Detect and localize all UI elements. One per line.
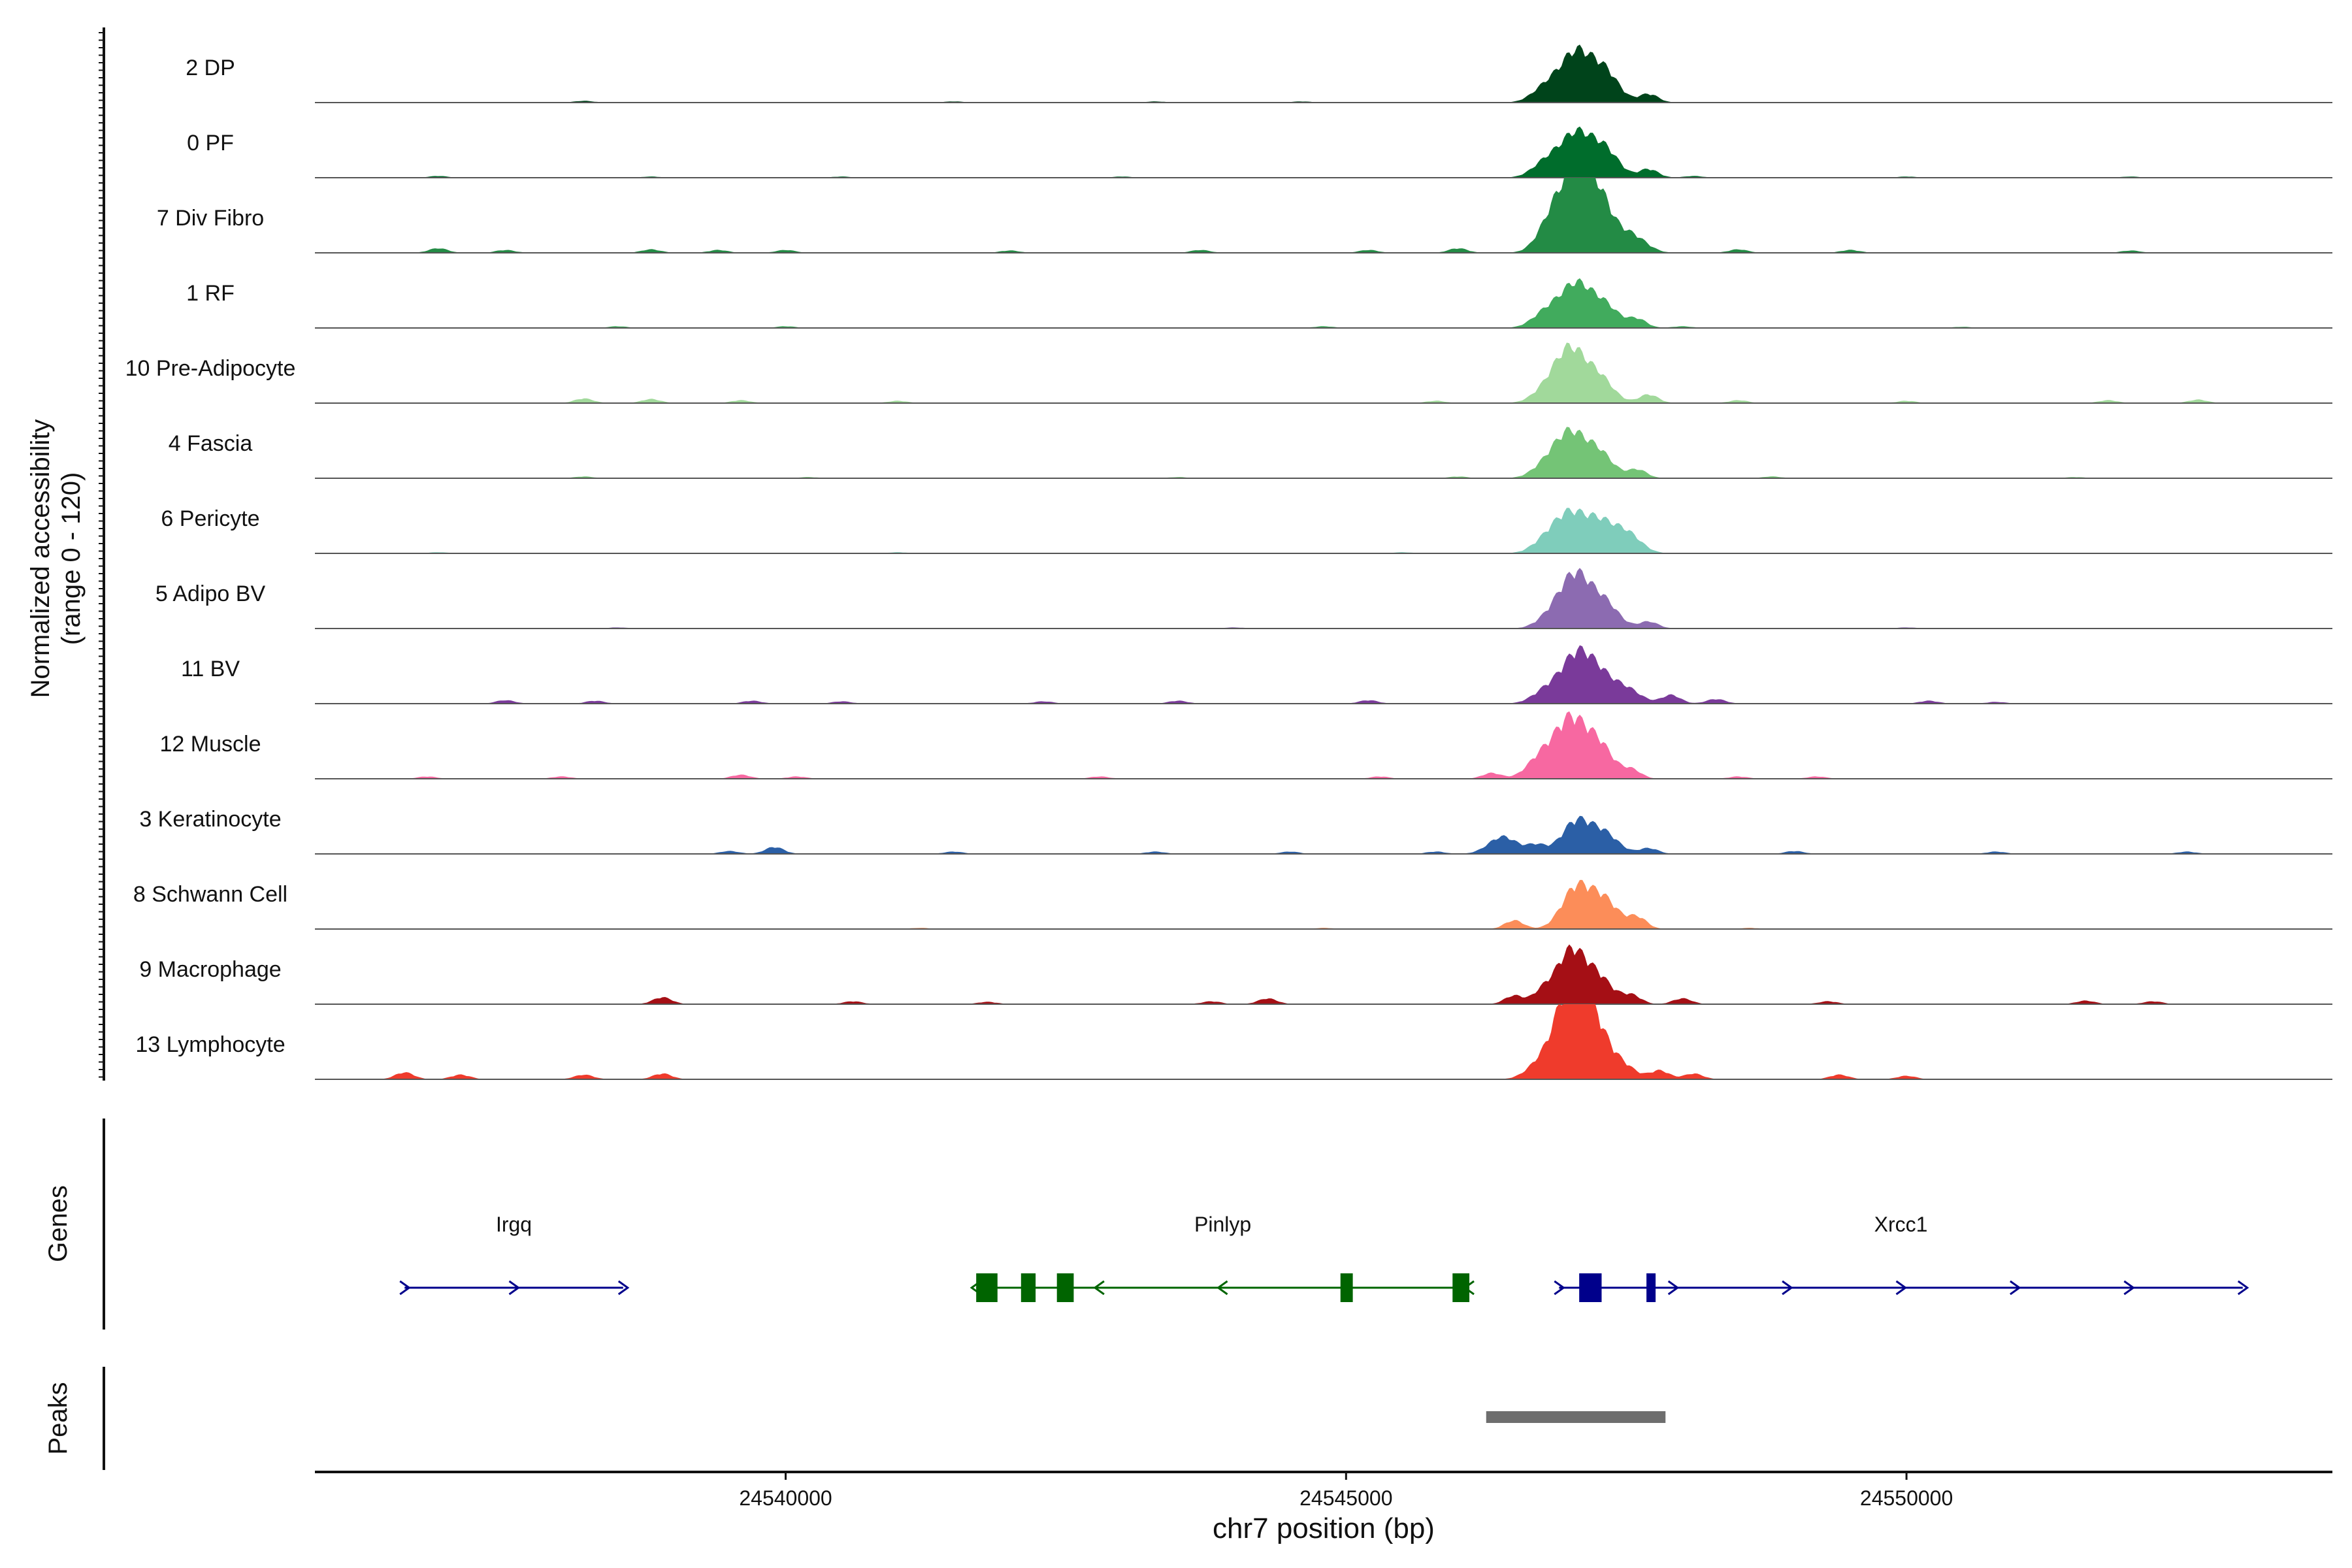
track-11-bv: 11 BV (181, 645, 2332, 704)
track-10-pre-adipocyte: 10 Pre-Adipocyte (125, 342, 2332, 404)
track-label: 10 Pre-Adipocyte (125, 356, 296, 381)
gene-annotations: Irgq Pinlyp Xrcc1 (399, 1213, 2249, 1302)
peak-region-bar (1486, 1411, 1666, 1423)
exon (1452, 1273, 1470, 1302)
track-4-fascia: 4 Fascia (169, 427, 2332, 479)
x-axis-label: chr7 position (bp) (1213, 1512, 1435, 1544)
track-label: 11 BV (181, 657, 240, 681)
track-label: 4 Fascia (169, 431, 253, 456)
track-label: 3 Keratinocyte (139, 807, 281, 832)
strand-arrow (1554, 1280, 1565, 1296)
gene-pinlyp: Pinlyp (970, 1213, 1475, 1302)
track-8-schwann-cell: 8 Schwann Cell (133, 879, 2332, 930)
track-area (315, 568, 2332, 629)
x-tick-label: 24545000 (1299, 1486, 1392, 1510)
track-label: 2 DP (186, 56, 235, 80)
gene-irgq: Irgq (399, 1213, 630, 1296)
genes-panel-label: Genes (44, 1185, 73, 1262)
track-area (315, 711, 2332, 779)
track-label: 12 Muscle (160, 732, 261, 757)
strand-arrow (1667, 1280, 1680, 1296)
track-label: 9 Macrophage (139, 957, 281, 982)
strand-arrow (2123, 1280, 2135, 1296)
strand-arrow (399, 1280, 411, 1296)
track-3-keratinocyte: 3 Keratinocyte (139, 807, 2332, 855)
strand-arrow (1895, 1280, 1908, 1296)
track-label: 13 Lymphocyte (135, 1032, 285, 1057)
y-axis-label-range: (range 0 - 120) (57, 472, 86, 645)
strand-arrow (1217, 1280, 1228, 1296)
gene-name: Xrcc1 (1874, 1213, 1928, 1236)
strand-arrow (1093, 1280, 1105, 1296)
track-area (315, 645, 2332, 704)
track-area (315, 427, 2332, 478)
track-2-dp: 2 DP (186, 44, 2332, 103)
track-label: 0 PF (187, 131, 234, 155)
gene-name: Pinlyp (1194, 1213, 1251, 1236)
y-axis-label: Normalized accessibility (26, 419, 55, 698)
track-area (315, 508, 2332, 553)
track-area (315, 178, 2332, 253)
exon (1579, 1273, 1602, 1302)
exon (1646, 1273, 1656, 1302)
track-label: 8 Schwann Cell (133, 882, 287, 907)
strand-arrow (617, 1280, 630, 1296)
track-area (315, 44, 2332, 103)
track-area (315, 126, 2332, 178)
exon (976, 1273, 998, 1302)
peaks-panel-label: Peaks (44, 1382, 73, 1454)
x-tick-label: 24540000 (739, 1486, 832, 1510)
track-area (315, 879, 2332, 929)
track-12-muscle: 12 Muscle (160, 711, 2332, 779)
track-6-pericyte: 6 Pericyte (161, 506, 2332, 554)
strand-arrow (1782, 1280, 1793, 1296)
track-1-rf: 1 RF (186, 278, 2332, 329)
peak-regions (1486, 1411, 1666, 1423)
x-axis-ticks: 24540000 24545000 24550000 (739, 1472, 1953, 1510)
coverage-tracks: 2 DP 0 PF 7 Div Fibro 1 RF 10 Pre-Adipocyte 4… (125, 44, 2332, 1080)
x-tick-label: 24550000 (1860, 1486, 1953, 1510)
y-axis-ticks (99, 32, 104, 1078)
strand-arrow (508, 1280, 521, 1296)
track-area (315, 278, 2332, 328)
track-area (315, 944, 2332, 1004)
track-label: 6 Pericyte (161, 506, 259, 531)
gene-xrcc1: Xrcc1 (1554, 1213, 2249, 1302)
track-7-div-fibro: 7 Div Fibro (157, 178, 2332, 253)
track-label: 1 RF (186, 281, 235, 306)
track-9-macrophage: 9 Macrophage (139, 944, 2332, 1005)
track-label: 7 Div Fibro (157, 206, 264, 231)
track-area (315, 342, 2332, 403)
gene-name: Irgq (496, 1213, 532, 1236)
track-label: 5 Adipo BV (155, 581, 266, 606)
exon (1340, 1273, 1353, 1302)
track-13-lymphocyte: 13 Lymphocyte (135, 1004, 2332, 1080)
exon (1021, 1273, 1036, 1302)
track-area (315, 815, 2332, 854)
exon (1056, 1273, 1074, 1302)
strand-arrow (2237, 1280, 2249, 1296)
strand-arrow (2010, 1280, 2021, 1296)
track-5-adipo-bv: 5 Adipo BV (155, 568, 2332, 629)
track-0-pf: 0 PF (187, 126, 2332, 178)
track-area (315, 1004, 2332, 1079)
